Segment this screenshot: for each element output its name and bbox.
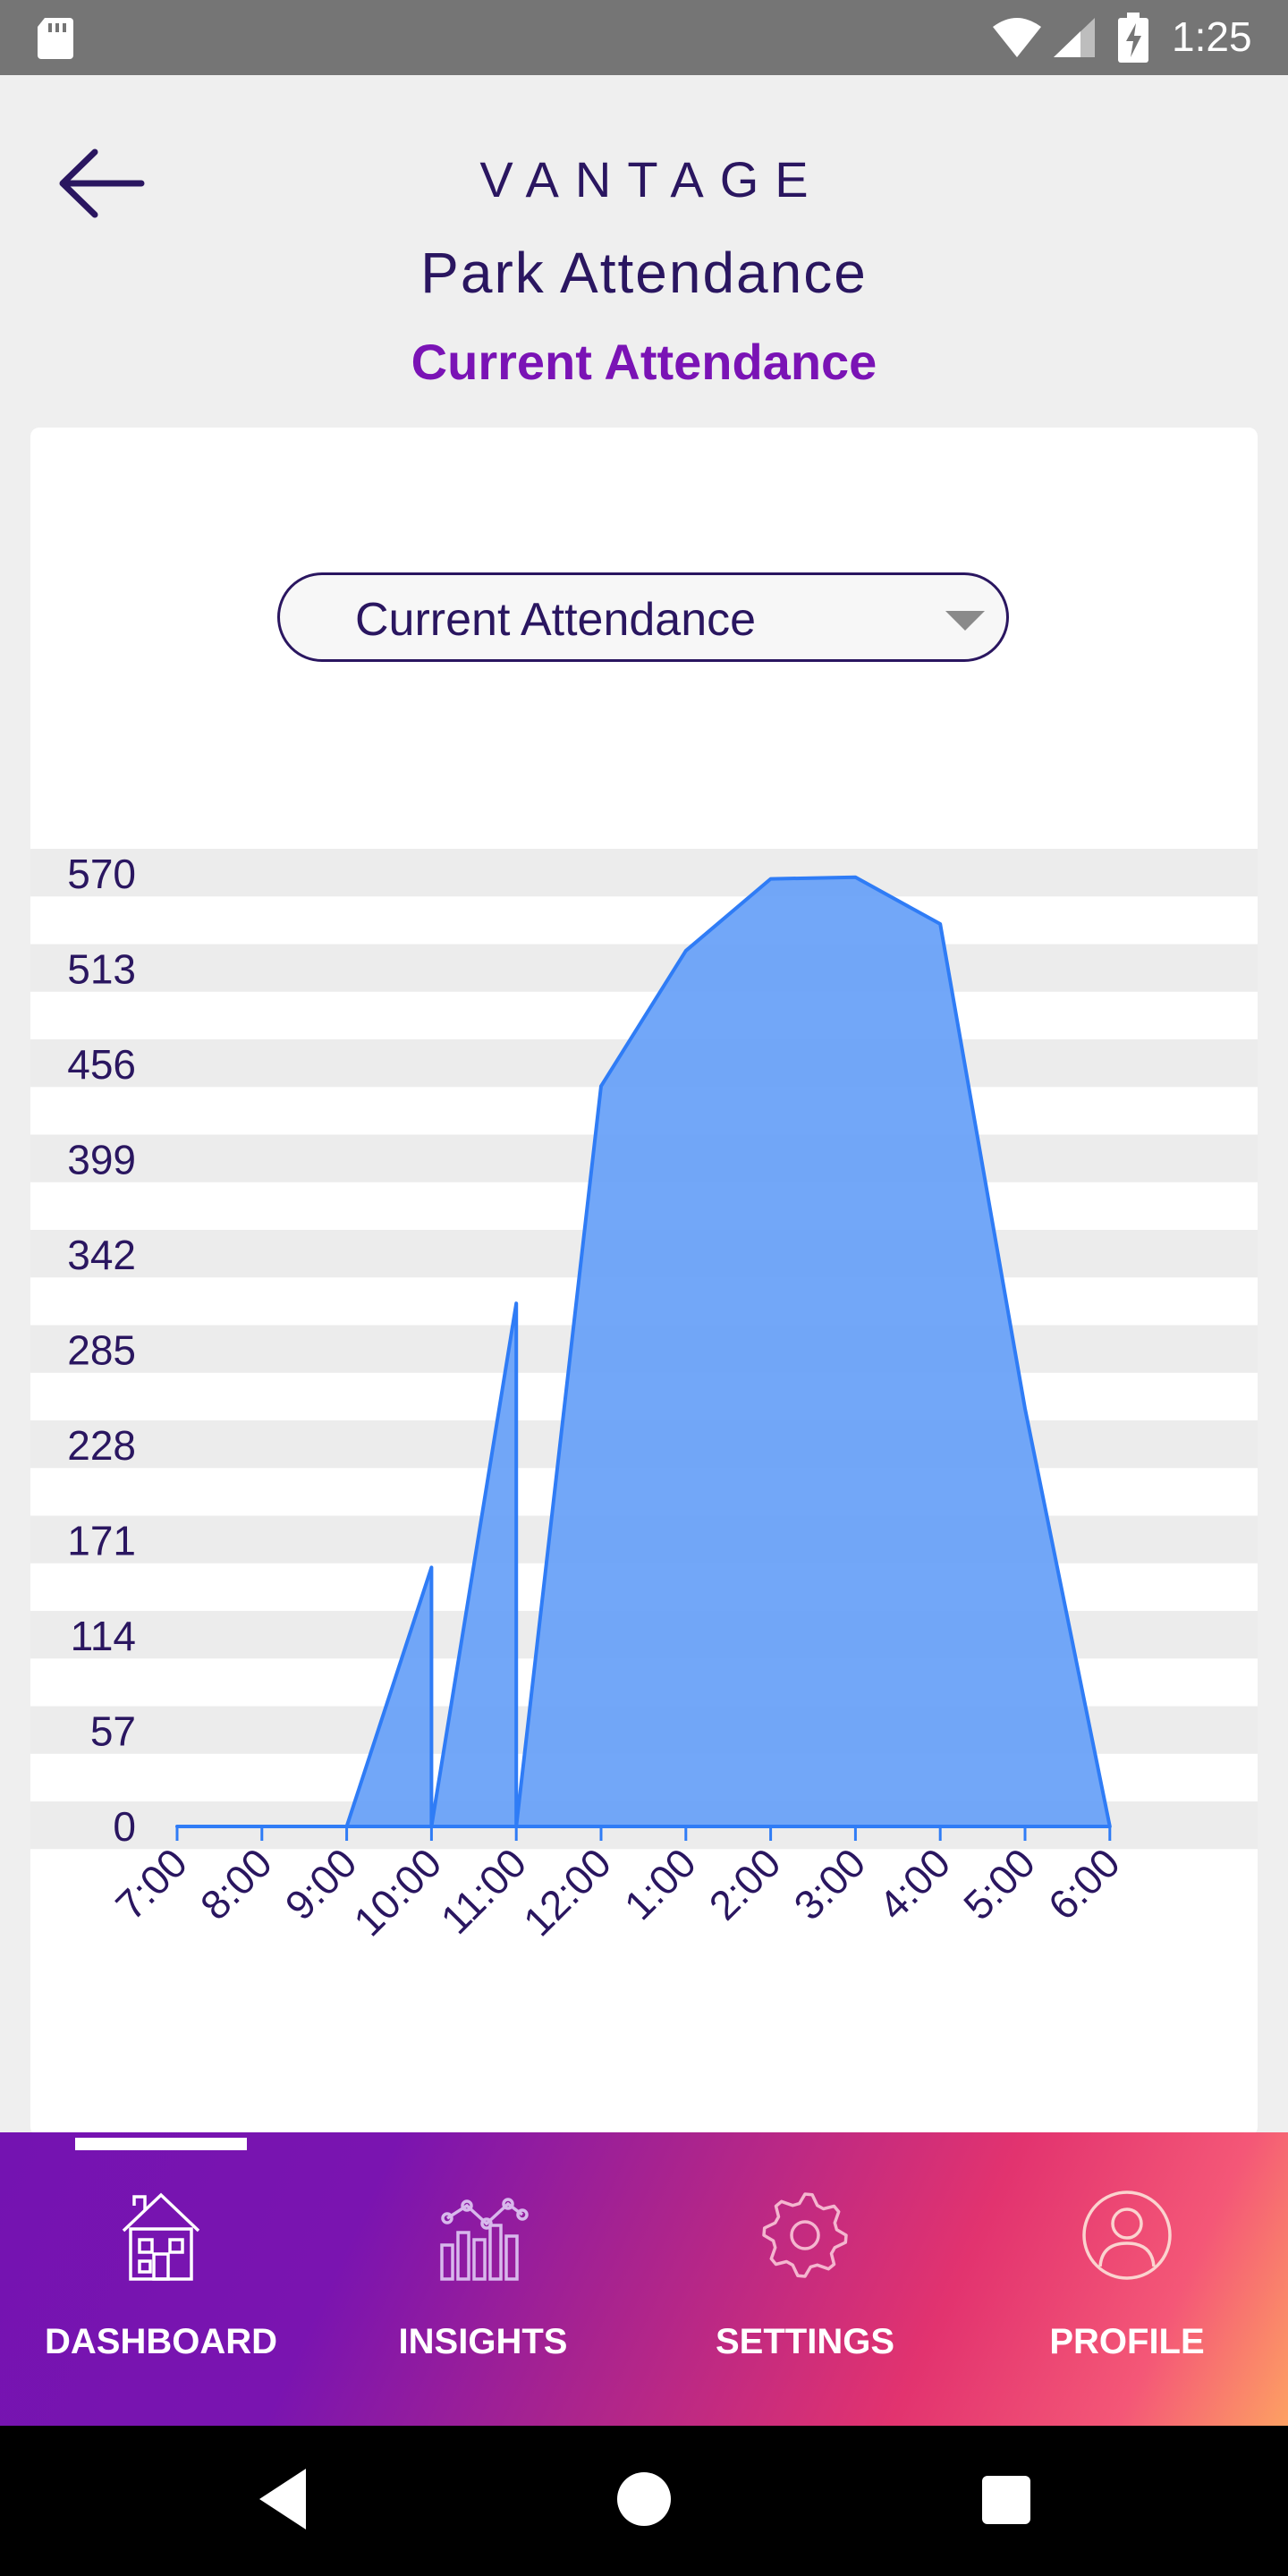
nav-label-dashboard: DASHBOARD [0, 2322, 322, 2362]
chevron-down-icon [945, 611, 985, 631]
gear-icon [758, 2188, 852, 2283]
insights-chart-icon [436, 2188, 530, 2283]
user-icon [1080, 2188, 1174, 2283]
sd-card-icon [36, 16, 75, 59]
nav-label-settings: SETTINGS [644, 2322, 966, 2362]
battery-charging-icon [1118, 13, 1148, 63]
chart-card [30, 428, 1258, 2136]
attendance-dropdown[interactable]: Current Attendance [277, 572, 1009, 662]
status-bar: 1:25 [0, 0, 1288, 75]
nav-profile[interactable]: PROFILE [966, 2132, 1288, 2426]
home-circle-icon[interactable] [617, 2472, 671, 2526]
page-subtitle: Current Attendance [0, 333, 1288, 391]
dropdown-selected-label: Current Attendance [355, 593, 756, 647]
nav-settings[interactable]: SETTINGS [644, 2132, 966, 2426]
wifi-icon [991, 16, 1043, 59]
back-triangle-icon[interactable] [256, 2465, 309, 2533]
nav-label-insights: INSIGHTS [322, 2322, 644, 2362]
status-time: 1:25 [1172, 13, 1252, 61]
system-navigation-bar [0, 2426, 1288, 2576]
bottom-navigation: DASHBOARD INSIGHTS [0, 2132, 1288, 2426]
brand-logo: VANTAGE [0, 150, 1288, 208]
nav-insights[interactable]: INSIGHTS [322, 2132, 644, 2426]
page-title: Park Attendance [0, 240, 1288, 306]
nav-dashboard[interactable]: DASHBOARD [0, 2132, 322, 2426]
recents-square-icon[interactable] [982, 2476, 1030, 2524]
nav-label-profile: PROFILE [966, 2322, 1288, 2362]
signal-icon [1052, 16, 1097, 59]
house-icon [114, 2188, 208, 2283]
